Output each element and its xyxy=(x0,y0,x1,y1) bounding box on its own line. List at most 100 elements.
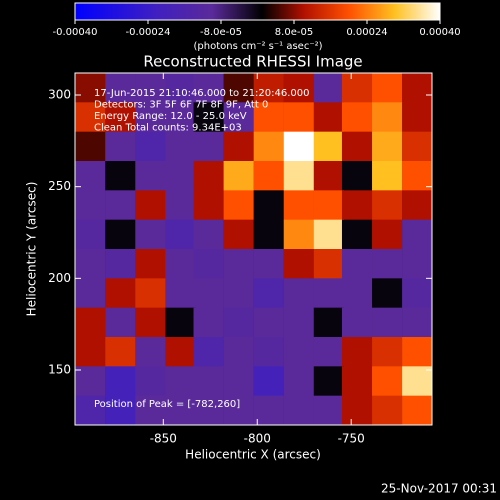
pixel xyxy=(105,249,136,279)
y-tick-label: 300 xyxy=(48,88,71,102)
x-tick-label: -800 xyxy=(244,432,271,446)
pixel xyxy=(75,366,106,397)
pixel xyxy=(223,249,254,279)
pixel xyxy=(75,190,106,221)
pixel xyxy=(223,219,254,250)
pixel xyxy=(283,395,314,425)
pixel xyxy=(135,219,166,250)
pixel xyxy=(402,278,432,309)
pixel xyxy=(193,131,224,162)
pixel xyxy=(283,337,314,367)
pixel xyxy=(341,102,373,133)
pixel xyxy=(193,278,224,309)
pixel xyxy=(135,278,166,309)
pixel xyxy=(223,102,254,133)
pixel xyxy=(135,102,166,133)
pixel xyxy=(283,161,314,191)
pixel xyxy=(372,219,403,250)
pixel xyxy=(372,307,403,338)
pixel xyxy=(223,366,254,397)
y-tick-label: 200 xyxy=(48,271,71,285)
pixel xyxy=(75,131,106,162)
pixel xyxy=(313,249,345,279)
pixel xyxy=(313,337,345,367)
pixel xyxy=(402,131,432,162)
colorbar-tick-label: 0.00040 xyxy=(419,27,460,38)
pixel xyxy=(105,307,136,338)
pixel xyxy=(223,337,254,367)
pixel xyxy=(313,395,345,425)
pixel xyxy=(372,249,403,279)
pixel xyxy=(253,219,284,250)
pixel xyxy=(105,395,136,425)
pixel xyxy=(313,73,345,103)
pixel xyxy=(75,73,106,103)
pixel xyxy=(402,190,432,221)
colorbar-tick-label: 8.0e-05 xyxy=(275,27,313,38)
pixel xyxy=(402,161,432,191)
pixel xyxy=(402,366,432,397)
y-tick-label: 250 xyxy=(48,179,71,193)
pixel xyxy=(402,249,432,279)
pixel xyxy=(341,307,373,338)
pixel xyxy=(253,278,284,309)
pixel xyxy=(253,161,284,191)
pixel xyxy=(165,395,196,425)
colorbar-tick-label: -8.0e-05 xyxy=(200,27,242,38)
pixel xyxy=(283,249,314,279)
pixel xyxy=(253,131,284,162)
pixel xyxy=(341,395,373,425)
pixel xyxy=(372,278,403,309)
pixel xyxy=(402,307,432,338)
x-tick-label: -850 xyxy=(150,432,177,446)
pixel xyxy=(253,395,284,425)
pixel xyxy=(135,161,166,191)
pixel xyxy=(135,190,166,221)
pixel xyxy=(165,278,196,309)
pixel xyxy=(402,102,432,133)
pixel xyxy=(341,131,373,162)
peak-label: Position of Peak = [-782,260] xyxy=(94,399,240,410)
pixel xyxy=(283,131,314,162)
pixel xyxy=(313,219,345,250)
pixel xyxy=(283,219,314,250)
pixel xyxy=(75,249,106,279)
pixel xyxy=(341,219,373,250)
colorbar xyxy=(74,2,441,21)
pixel xyxy=(165,366,196,397)
pixel xyxy=(193,366,224,397)
pixel xyxy=(105,278,136,309)
y-tick-label: 150 xyxy=(48,363,71,377)
pixel xyxy=(223,395,254,425)
pixel xyxy=(223,161,254,191)
pixel xyxy=(165,190,196,221)
pixel xyxy=(283,278,314,309)
pixel xyxy=(165,102,196,133)
pixel xyxy=(165,249,196,279)
pixel xyxy=(341,337,373,367)
pixel xyxy=(135,395,166,425)
pixel xyxy=(253,366,284,397)
pixel xyxy=(75,307,106,338)
pixel xyxy=(341,190,373,221)
colorbar-tick-label: -0.00024 xyxy=(126,27,171,38)
pixel xyxy=(75,337,106,367)
colorbar-label: (photons cm⁻² s⁻¹ asec⁻²) xyxy=(193,41,322,52)
x-tick-label: -750 xyxy=(338,432,365,446)
pixel xyxy=(313,190,345,221)
pixel xyxy=(253,337,284,367)
pixel xyxy=(283,366,314,397)
annotation: Detectors: 3F 5F 6F 7F 8F 9F, Att 0 xyxy=(94,100,268,111)
pixel xyxy=(105,337,136,367)
pixel xyxy=(313,366,345,397)
pixel xyxy=(313,131,345,162)
pixel xyxy=(253,307,284,338)
pixel xyxy=(75,102,106,133)
colorbar-tick-label: 0.00024 xyxy=(346,27,387,38)
pixel xyxy=(253,249,284,279)
pixel xyxy=(283,307,314,338)
pixel xyxy=(193,161,224,191)
pixel xyxy=(313,161,345,191)
pixel xyxy=(341,249,373,279)
